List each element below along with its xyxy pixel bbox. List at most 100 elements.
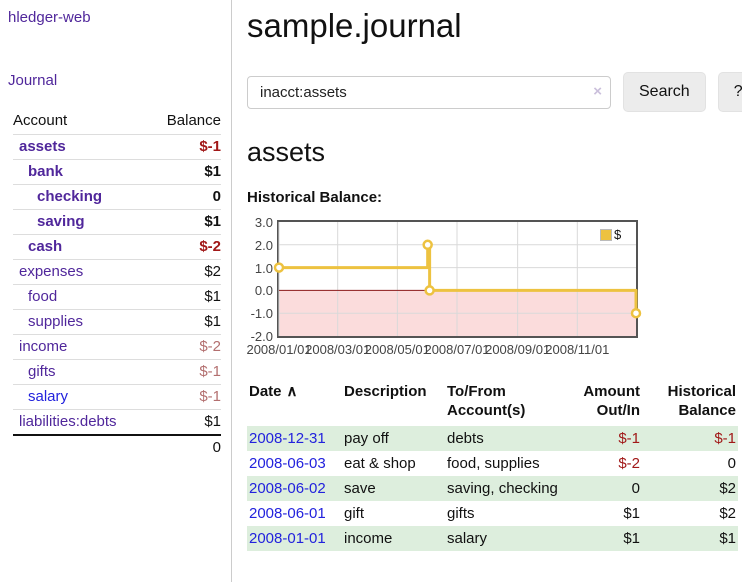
accounts-total-spacer <box>13 435 150 460</box>
sidebar-account-row: saving $1 <box>13 209 221 235</box>
sidebar-account-link[interactable]: income <box>19 338 68 355</box>
sidebar: hledger-web Journal Account Balance asse… <box>0 0 232 582</box>
search-row: × Search ? <box>247 72 742 112</box>
x-axis-tick-label: 2008/05/01 <box>364 342 430 357</box>
sidebar-account-balance: $-2 <box>199 238 221 255</box>
register-date-cell: 2008-12-31 <box>247 426 342 451</box>
search-input[interactable] <box>247 75 611 109</box>
sidebar-account-row: checking 0 <box>13 184 221 210</box>
register-row: 2008-12-31 pay off debts $-1 $-1 <box>247 426 738 451</box>
account-name-cell: income <box>13 335 150 360</box>
register-description-cell: gift <box>344 505 365 522</box>
sidebar-account-link[interactable]: supplies <box>28 313 84 330</box>
sidebar-account-balance: $-1 <box>199 363 221 380</box>
legend-color-swatch <box>600 228 612 241</box>
sidebar-account-link[interactable]: checking <box>37 188 103 205</box>
date-sort-header[interactable]: Date ∧ <box>247 382 342 426</box>
sidebar-account-balance: $-1 <box>199 138 221 155</box>
legend-label: $ <box>614 227 622 242</box>
date-header-label: Date <box>249 383 282 400</box>
account-name-cell: saving <box>13 210 150 235</box>
search-button[interactable]: Search <box>623 72 706 112</box>
register-header-row: Date ∧ Description To/From Account(s) Amo… <box>247 382 738 426</box>
sidebar-account-row: food $1 <box>13 284 221 310</box>
register-balance-cell: $2 <box>719 505 736 522</box>
sidebar-account-row: bank $1 <box>13 159 221 185</box>
register-amount-cell: $1 <box>623 530 640 547</box>
register-balance-cell: 0 <box>727 455 736 472</box>
account-name-cell: cash <box>13 235 150 260</box>
app-brand-link[interactable]: hledger-web <box>8 9 91 26</box>
transaction-date-link[interactable]: 2008-06-02 <box>249 480 326 497</box>
chart-title: Historical Balance: <box>247 189 383 206</box>
chart-plot-area <box>273 220 642 338</box>
sidebar-account-balance: $-1 <box>199 388 221 405</box>
register-table-body: 2008-12-31 pay off debts $-1 $-1 2008-06-03 ea… <box>247 426 738 551</box>
x-axis-tick-label: 2008/03/01 <box>305 342 371 357</box>
search-box: × <box>247 75 611 109</box>
sidebar-account-balance: 0 <box>212 188 221 205</box>
sidebar-account-row: income $-2 <box>13 334 221 360</box>
sidebar-account-balance: $1 <box>204 288 221 305</box>
y-axis-tick-label: 2.0 <box>254 237 273 253</box>
accounts-total-value: 0 <box>212 439 221 456</box>
amount-header: Amount Out/In <box>583 383 640 419</box>
register-accounts-cell: saving, checking <box>447 480 558 497</box>
sidebar-account-balance: $1 <box>204 313 221 330</box>
sidebar-account-link[interactable]: assets <box>19 138 66 155</box>
sidebar-account-balance: $-2 <box>199 338 221 355</box>
accounts-header-row: Account Balance <box>13 110 221 135</box>
transaction-date-link[interactable]: 2008-06-01 <box>249 505 326 522</box>
register-accounts-cell: gifts <box>447 505 475 522</box>
accounts-total-row: 0 <box>13 435 221 460</box>
register-date-cell: 2008-06-03 <box>247 451 342 476</box>
sidebar-account-link[interactable]: saving <box>37 213 85 230</box>
accounts-table-body: assets $-1 bank $1 checking 0 saving $1 cash $-2 e… <box>13 134 221 436</box>
transaction-date-link[interactable]: 2008-01-01 <box>249 530 326 547</box>
register-balance-cell: $2 <box>719 480 736 497</box>
sidebar-account-row: liabilities:debts $1 <box>13 409 221 436</box>
sidebar-account-link[interactable]: liabilities:debts <box>19 413 117 430</box>
register-row: 2008-06-03 eat & shop food, supplies $-2 0 <box>247 451 738 476</box>
sidebar-account-link[interactable]: food <box>28 288 58 305</box>
clear-search-icon[interactable]: × <box>593 82 602 100</box>
transaction-date-link[interactable]: 2008-06-03 <box>249 455 326 472</box>
register-accounts-cell: food, supplies <box>447 455 540 472</box>
sidebar-account-link[interactable]: gifts <box>28 363 56 380</box>
register-date-cell: 2008-06-02 <box>247 476 342 501</box>
y-axis-tick-label: -1.0 <box>250 306 273 322</box>
sidebar-account-link[interactable]: bank <box>28 163 64 180</box>
account-name-cell: liabilities:debts <box>13 410 150 436</box>
register-description-cell: income <box>344 530 393 547</box>
account-name-cell: supplies <box>13 310 150 335</box>
account-name-cell: food <box>13 285 150 310</box>
sidebar-account-balance: $2 <box>204 263 221 280</box>
accounts-header-account: Account <box>13 112 68 129</box>
register-table: Date ∧ Description To/From Account(s) Amo… <box>247 382 738 551</box>
account-name-cell: assets <box>13 135 150 160</box>
register-description-cell: pay off <box>344 430 389 447</box>
register-description-cell: eat & shop <box>344 455 416 472</box>
x-axis-tick-label: 2008/11/01 <box>545 342 610 357</box>
sidebar-account-link[interactable]: cash <box>28 238 63 255</box>
sidebar-account-row: cash $-2 <box>13 234 221 260</box>
sidebar-account-link[interactable]: expenses <box>19 263 84 280</box>
sidebar-account-row: assets $-1 <box>13 134 221 160</box>
sidebar-account-row: expenses $2 <box>13 259 221 285</box>
x-axis-tick-label: 2008/07/01 <box>424 342 490 357</box>
y-axis-tick-label: -2.0 <box>250 329 273 344</box>
sidebar-account-balance: $1 <box>204 413 221 430</box>
sidebar-item-journal[interactable]: Journal <box>8 72 58 89</box>
sidebar-account-link[interactable]: salary <box>28 388 69 405</box>
account-heading: assets <box>247 137 326 167</box>
description-header: Description <box>344 383 427 400</box>
account-name-cell: bank <box>13 160 150 185</box>
account-name-cell: gifts <box>13 360 150 385</box>
help-button[interactable]: ? <box>717 72 742 112</box>
account-name-cell: expenses <box>13 260 150 285</box>
y-axis-tick-label: 3.0 <box>254 215 273 230</box>
chart-canvas <box>273 222 642 336</box>
sidebar-account-balance: $1 <box>204 213 221 230</box>
transaction-date-link[interactable]: 2008-12-31 <box>249 430 326 447</box>
account-name-cell: checking <box>13 185 150 210</box>
